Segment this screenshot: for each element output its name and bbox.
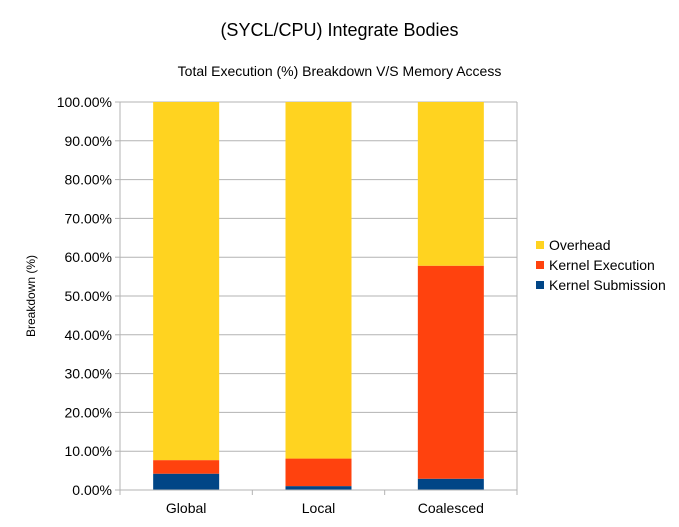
bar-segment (153, 460, 220, 474)
chart-title: (SYCL/CPU) Integrate Bodies (220, 20, 459, 40)
y-tick-label: 90.00% (65, 133, 112, 149)
y-tick-label: 0.00% (72, 482, 112, 498)
x-tick-label: Global (166, 500, 206, 516)
legend-item: Overhead (536, 235, 666, 255)
chart-subtitle: Total Execution (%) Breakdown V/S Memory… (177, 63, 502, 79)
y-tick-label: 70.00% (65, 210, 112, 226)
y-tick-label: 60.00% (65, 249, 112, 265)
legend-label: Overhead (549, 237, 611, 253)
y-tick-label: 20.00% (65, 404, 112, 420)
bar-segment (417, 102, 484, 266)
y-tick-label: 30.00% (65, 366, 112, 382)
legend-swatch (536, 261, 544, 269)
bar-segment (153, 102, 220, 461)
y-tick-label: 10.00% (65, 443, 112, 459)
x-tick-label: Coalesced (418, 500, 484, 516)
y-tick-label: 50.00% (65, 288, 112, 304)
y-tick-label: 40.00% (65, 327, 112, 343)
legend: Overhead Kernel Execution Kernel Submissio… (536, 235, 666, 295)
bar-segment (285, 102, 352, 459)
bar-segment (153, 473, 220, 490)
legend-swatch (536, 281, 544, 289)
bar-segment (285, 486, 352, 490)
legend-label: Kernel Submission (549, 277, 666, 293)
legend-label: Kernel Execution (549, 257, 655, 273)
legend-item: Kernel Execution (536, 255, 666, 275)
legend-item: Kernel Submission (536, 275, 666, 295)
bar-segment (285, 458, 352, 487)
x-tick-label: Local (302, 500, 335, 516)
y-axis-label: Breakdown (%) (24, 255, 38, 337)
bar-segment (417, 265, 484, 479)
y-tick-label: 80.00% (65, 172, 112, 188)
y-tick-label: 100.00% (57, 94, 112, 110)
bar-segment (417, 478, 484, 490)
legend-swatch (536, 241, 544, 249)
